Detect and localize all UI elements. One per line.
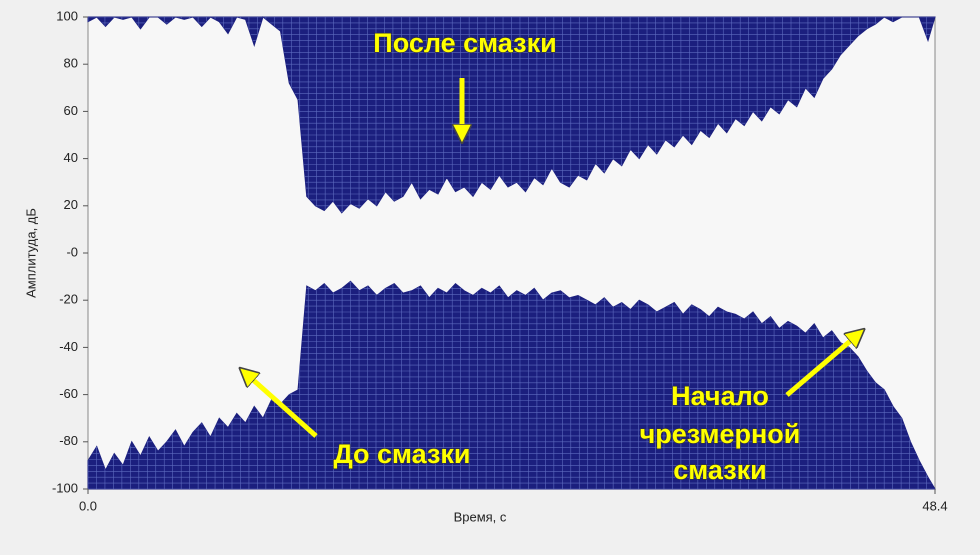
y-tick-label: -80 — [59, 433, 78, 448]
arrow — [242, 370, 318, 438]
y-tick-label: 20 — [64, 197, 78, 212]
y-tick-label: -40 — [59, 339, 78, 354]
x-axis-label: Время, с — [454, 509, 507, 524]
arrows — [242, 78, 862, 438]
annotation: До смазки — [333, 439, 470, 469]
arrow — [785, 331, 862, 397]
y-tick-label: 40 — [64, 150, 78, 165]
annotation: Начало — [671, 381, 769, 411]
annotation: После смазки — [373, 28, 556, 58]
y-tick-label: -20 — [59, 292, 78, 307]
x-tick-label: 48.4 — [922, 498, 947, 513]
annotation: чрезмерной — [640, 419, 801, 449]
annotation: смазки — [673, 455, 767, 485]
y-tick-label: -0 — [66, 244, 78, 259]
y-axis-label: Амплитуда, дБ — [23, 208, 38, 298]
y-tick-label: 60 — [64, 103, 78, 118]
y-tick-label: -100 — [52, 480, 78, 495]
y-tick-label: 100 — [56, 8, 78, 23]
y-tick-label: -60 — [59, 386, 78, 401]
x-tick-label: 0.0 — [79, 498, 97, 513]
y-tick-label: 80 — [64, 56, 78, 71]
